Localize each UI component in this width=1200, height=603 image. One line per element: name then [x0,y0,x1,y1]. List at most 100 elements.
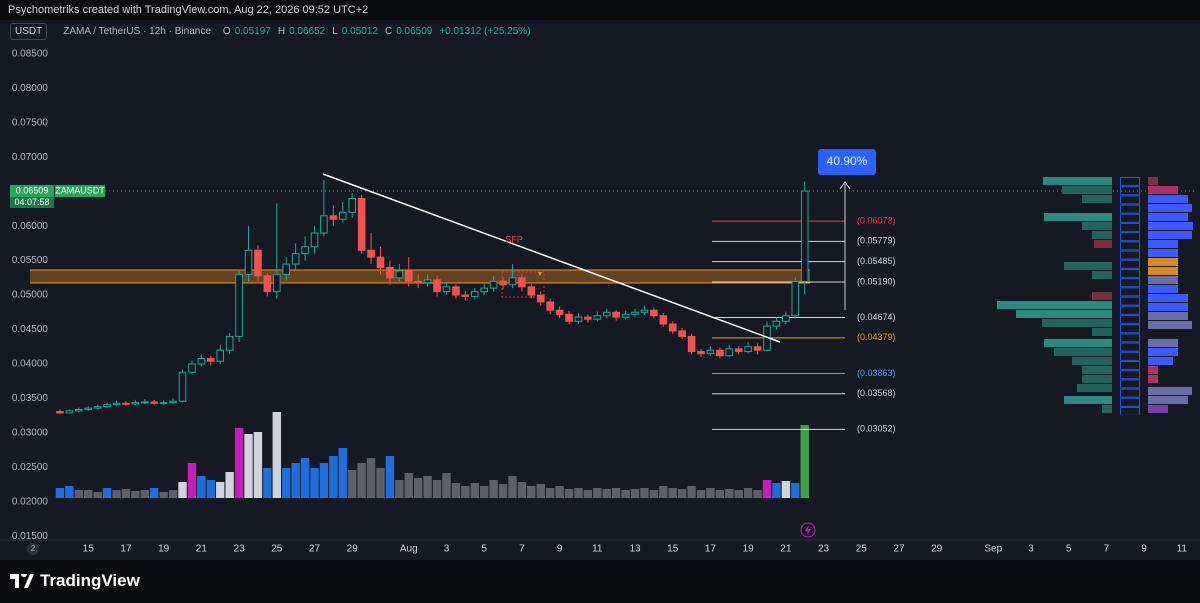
candle-body [310,232,319,248]
x-tick-label: Aug [400,544,418,555]
vp-bar [1072,357,1112,365]
candle-body [291,253,300,265]
alert-icon[interactable] [800,522,816,538]
volume-bar [545,488,555,498]
measure-arrowhead [839,181,851,190]
sfp-label: SFP [505,234,523,244]
volume-bar [800,425,809,498]
volume-bar [630,489,640,498]
candle-body [546,301,554,311]
volume-bar [178,482,187,498]
vp-bar [1148,204,1192,212]
candle-body [527,286,536,296]
alert-icon-bolt [805,525,811,535]
vp-bar [1148,231,1192,239]
volume-bar [668,488,677,498]
x-tick-label: 15 [83,544,95,555]
candle-body [697,351,705,355]
time-badge-label: 2 [31,544,36,553]
candle-body [216,349,225,362]
plot-background [0,20,1200,560]
candle-body [518,277,526,288]
volume-bar [659,486,668,498]
brand-name: TradingView [40,571,140,590]
candle-body [499,280,507,286]
candle-body [65,410,74,414]
level-label: (0.05485) [857,256,896,266]
level-label: (0.04379) [857,332,896,342]
vp-bar [1092,231,1112,239]
ohlc-key: H [277,26,286,37]
ohlc-value: 0.06509 [396,26,433,37]
volume-bar [282,468,291,498]
volume-bar [791,483,800,498]
volume-bar [206,480,215,498]
x-tick-label: 15 [667,544,679,555]
candle-body [272,273,281,293]
volume-bar [564,489,574,498]
candle-body [678,330,686,337]
volume-bar [65,486,74,498]
volume-bar [253,432,263,498]
vp-bar [1148,177,1158,185]
measure-box [818,149,876,175]
candle-body [329,215,338,220]
volume-bar [300,458,310,498]
candle-body [584,316,592,320]
volume-bar [762,480,772,498]
y-tick-label: 0.08500 [12,48,49,59]
candle-body [470,291,479,297]
currency[interactable]: USDT [10,23,48,40]
volume-bar [687,486,696,498]
vp-bar [1054,348,1112,356]
level-label: (0.05779) [857,236,896,246]
volume-bar [781,481,791,498]
vp-bar [1148,222,1193,230]
vp-bar [1148,240,1178,248]
y-tick-label: 0.03000 [12,428,49,439]
time-badge[interactable] [27,543,39,555]
volume-bar [131,491,140,498]
candle-body [452,286,460,296]
support-zone [30,270,810,283]
volume-bar [725,489,734,498]
level-label: (0.03568) [857,388,896,398]
header-note: Psychometriks created with TradingView.c… [0,0,1200,20]
candle-body [734,348,743,353]
candle-body [159,402,168,405]
marks: 0.08500 0.08000 0.07500 0.07000 0.06000 0.055… [10,48,1195,555]
change: +0.01312 (+25.25%) [439,26,531,37]
volume-bar [234,428,244,498]
candle-body [75,409,83,412]
volume-bar [404,473,413,498]
candle-body [461,294,470,297]
x-tick-label: 23 [818,544,830,555]
volume-bar [244,434,253,498]
volume-bar [715,490,725,498]
vp-bar [1043,177,1112,185]
brand-logo [10,574,34,588]
candle-body [593,315,602,320]
volume-bar [517,482,527,498]
y-tick-label: 0.07000 [12,152,49,163]
legend: USDT ZAMA / TetherUS · 12h · Binance O 0.… [10,23,534,40]
ohlc-key: L [332,26,338,37]
vp-bar [1148,405,1168,413]
vp-bar [1082,222,1112,230]
vp-bar [1148,276,1178,284]
x-tick-label: 23 [234,544,246,555]
candle-body [150,401,159,404]
y-tick-label: 0.02500 [12,462,49,473]
vp-bar [1148,375,1158,383]
candle-body [800,190,809,282]
candle-body [612,311,620,318]
vp-bar [1044,213,1112,221]
vp-bar [1148,195,1188,203]
level-label: (0.03052) [857,424,896,434]
candle-body [640,309,649,313]
volume-bar [772,483,781,498]
candle-body [574,316,583,322]
candle-body [782,315,790,322]
x-tick-label: 29 [931,544,943,555]
